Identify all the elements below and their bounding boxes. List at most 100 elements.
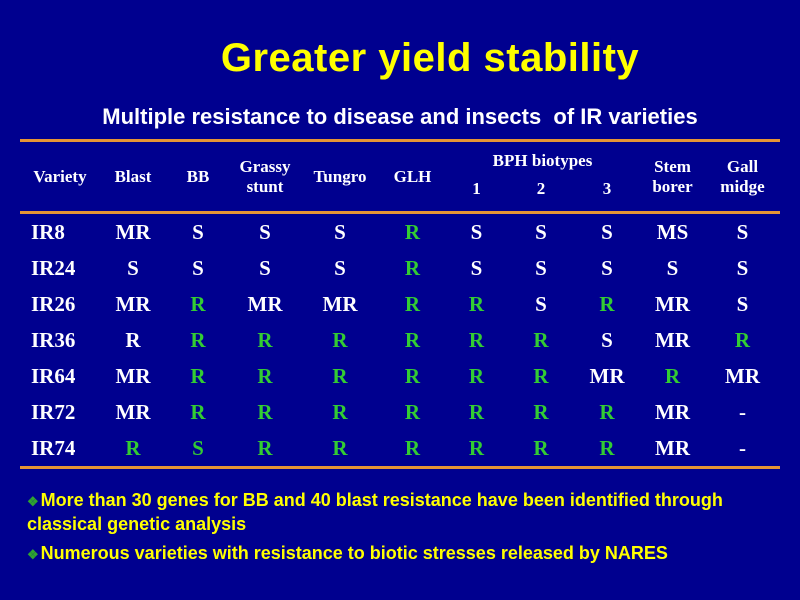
resistance-cell: R xyxy=(257,399,273,424)
resistance-cell: MR xyxy=(115,363,151,388)
resistance-cell: R xyxy=(404,435,421,460)
column-header-bb: BB xyxy=(186,166,210,186)
resistance-cell: R xyxy=(734,327,751,352)
resistance-cell: S xyxy=(259,219,271,244)
resistance-cell: R xyxy=(190,291,206,316)
resistance-cell: R xyxy=(533,399,549,424)
table-row: IR72 MR R R R R R R R MR - xyxy=(20,394,780,430)
resistance-cell: R xyxy=(404,399,421,424)
resistance-cell: MR xyxy=(322,291,358,316)
resistance-cell: MR xyxy=(655,399,690,424)
resistance-cell: R xyxy=(332,327,348,352)
bullet-list: ❖ More than 30 genes for BB and 40 blast … xyxy=(27,489,749,573)
resistance-cell: MR xyxy=(247,291,283,316)
resistance-cell: R xyxy=(190,363,206,388)
resistance-cell: R xyxy=(404,255,421,280)
resistance-cell: R xyxy=(257,363,273,388)
variety-cell: IR74 xyxy=(31,435,76,460)
resistance-cell: R xyxy=(599,291,615,316)
table-header-row: Variety Blast BB Grassy stunt Tungro GLH… xyxy=(20,142,780,211)
resistance-cell: S xyxy=(736,291,749,316)
resistance-cell: R xyxy=(404,219,421,244)
resistance-cell: R xyxy=(468,291,485,316)
resistance-cell: R xyxy=(468,327,485,352)
table-row: IR74 R S R R R R R R MR - xyxy=(20,430,780,466)
resistance-cell: S xyxy=(470,255,483,280)
slide-subtitle: Multiple resistance to disease and insec… xyxy=(102,104,698,129)
resistance-cell: S xyxy=(334,255,346,280)
bullet-item: ❖ Numerous varieties with resistance to b… xyxy=(27,542,749,566)
resistance-cell: MR xyxy=(655,327,690,352)
table-bottom-rule xyxy=(20,466,780,469)
resistance-cell: - xyxy=(739,435,746,460)
resistance-cell: R xyxy=(332,435,348,460)
resistance-cell: R xyxy=(125,435,141,460)
table-row: IR36 R R R R R R R S MR R xyxy=(20,322,780,358)
bullet-item: ❖ More than 30 genes for BB and 40 blast … xyxy=(27,489,749,535)
resistance-cell: MR xyxy=(115,219,151,244)
variety-cell: IR64 xyxy=(31,363,76,388)
resistance-cell: R xyxy=(404,291,421,316)
resistance-cell: S xyxy=(736,219,749,244)
diamond-bullet-icon: ❖ xyxy=(27,547,39,562)
resistance-cell: MR xyxy=(115,291,151,316)
resistance-cell: R xyxy=(190,327,206,352)
table-header-rule xyxy=(20,211,780,214)
table-top-rule xyxy=(20,139,780,142)
resistance-cell: S xyxy=(192,255,204,280)
resistance-cell: R xyxy=(533,435,549,460)
resistance-cell: S xyxy=(192,219,204,244)
column-header-tungro: Tungro xyxy=(313,166,367,186)
column-header-grassy-stunt: Grassy stunt xyxy=(239,156,291,196)
variety-cell: IR24 xyxy=(31,255,76,280)
resistance-cell: R xyxy=(404,363,421,388)
resistance-cell: R xyxy=(332,363,348,388)
resistance-cell: S xyxy=(470,219,483,244)
resistance-cell: R xyxy=(468,363,485,388)
column-header-bph-3: 3 xyxy=(602,179,612,198)
resistance-cell: S xyxy=(736,255,749,280)
resistance-cell: R xyxy=(533,327,549,352)
column-header-gall-midge: Gall midge xyxy=(720,156,765,196)
resistance-cell: S xyxy=(192,435,204,460)
resistance-cell: - xyxy=(739,399,746,424)
table-row: IR26 MR R MR MR R R S R MR S xyxy=(20,286,780,322)
resistance-cell: S xyxy=(601,255,613,280)
resistance-table: Variety Blast BB Grassy stunt Tungro GLH… xyxy=(20,139,780,469)
table-body: IR8 MR S S S R S S S MS S IR24 S S S S R S S S S S IR26 MR R MR MR… xyxy=(20,214,780,466)
resistance-cell: R xyxy=(257,327,273,352)
resistance-cell: S xyxy=(259,255,271,280)
column-header-glh: GLH xyxy=(393,166,432,186)
resistance-cell: S xyxy=(535,291,547,316)
table-row: IR8 MR S S S R S S S MS S xyxy=(20,214,780,250)
resistance-cell: S xyxy=(601,327,613,352)
resistance-cell: R xyxy=(468,399,485,424)
resistance-cell: R xyxy=(533,363,549,388)
resistance-cell: R xyxy=(332,399,348,424)
resistance-cell: S xyxy=(666,255,679,280)
resistance-cell: S xyxy=(334,219,346,244)
bullet-text: Numerous varieties with resistance to bi… xyxy=(40,543,668,563)
resistance-cell: R xyxy=(599,399,615,424)
variety-cell: IR72 xyxy=(31,399,76,424)
table-row: IR64 MR R R R R R R MR R MR xyxy=(20,358,780,394)
resistance-cell: R xyxy=(257,435,273,460)
resistance-cell: R xyxy=(599,435,615,460)
resistance-cell: S xyxy=(535,219,547,244)
resistance-cell: R xyxy=(190,399,206,424)
resistance-cell: MR xyxy=(115,399,151,424)
resistance-cell: S xyxy=(601,219,613,244)
diamond-bullet-icon: ❖ xyxy=(27,494,39,509)
resistance-cell: S xyxy=(535,255,547,280)
column-header-stem-borer: Stem borer xyxy=(652,156,693,196)
table-row: IR24 S S S S R S S S S S xyxy=(20,250,780,286)
column-header-bph-1: 1 xyxy=(472,179,481,198)
column-header-bph-2: 2 xyxy=(536,179,546,198)
resistance-cell: MR xyxy=(725,363,760,388)
resistance-cell: S xyxy=(127,255,139,280)
column-header-variety: Variety xyxy=(33,166,87,186)
variety-cell: IR26 xyxy=(31,291,76,316)
resistance-cell: MS xyxy=(656,219,689,244)
variety-cell: IR8 xyxy=(31,219,65,244)
